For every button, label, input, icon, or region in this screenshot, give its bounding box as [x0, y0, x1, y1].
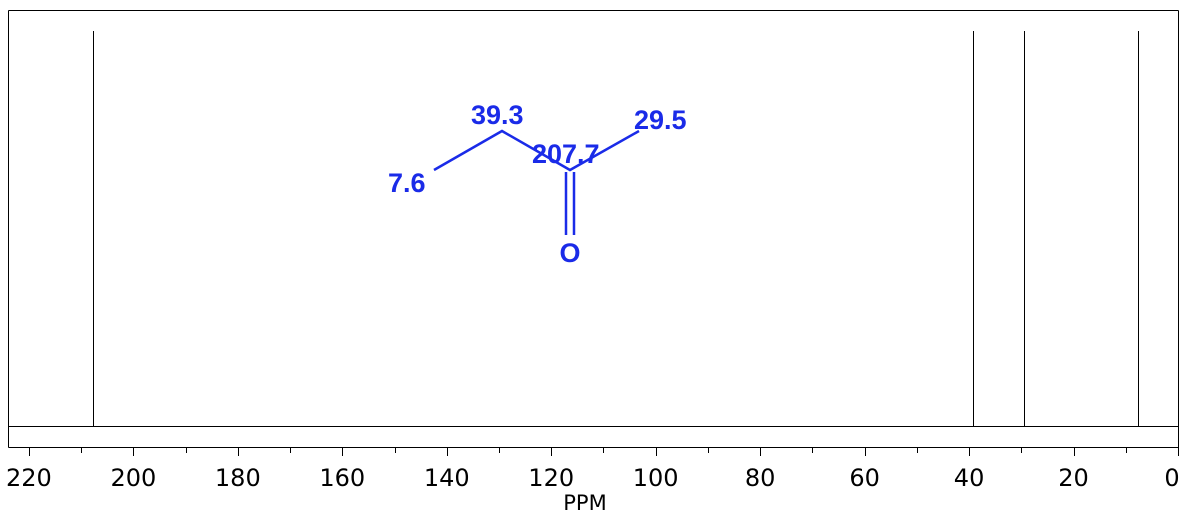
- tick-label-160: 160: [319, 464, 365, 492]
- shift-label-carbonyl: 207.7: [532, 139, 600, 169]
- x-axis-ticks: [29, 447, 1179, 456]
- shift-label-ch3-ethyl: 7.6: [388, 168, 426, 198]
- tick-label-180: 180: [215, 464, 261, 492]
- x-axis-tick-labels: 220 200 180 160 140 120 100 80 60 40 20 0: [6, 464, 1180, 492]
- shift-label-ch3-methyl: 29.5: [634, 105, 687, 135]
- oxygen-atom-label: O: [559, 238, 580, 268]
- tick-label-200: 200: [110, 464, 156, 492]
- tick-label-60: 60: [849, 464, 880, 492]
- molecule-structure: 7.6 39.3 207.7 29.5 O: [388, 100, 687, 268]
- tick-label-120: 120: [528, 464, 574, 492]
- carbon-chain-bond: [433, 129, 640, 172]
- tick-label-140: 140: [424, 464, 470, 492]
- shift-label-ch2: 39.3: [471, 100, 524, 130]
- tick-label-40: 40: [954, 464, 985, 492]
- tick-label-100: 100: [633, 464, 679, 492]
- tick-label-220: 220: [6, 464, 52, 492]
- plot-frame: [8, 10, 1179, 448]
- peaks-group: [93, 31, 1139, 426]
- tick-label-80: 80: [745, 464, 776, 492]
- tick-label-20: 20: [1058, 464, 1089, 492]
- x-axis-title: PPM: [563, 491, 606, 514]
- tick-label-0: 0: [1164, 464, 1179, 492]
